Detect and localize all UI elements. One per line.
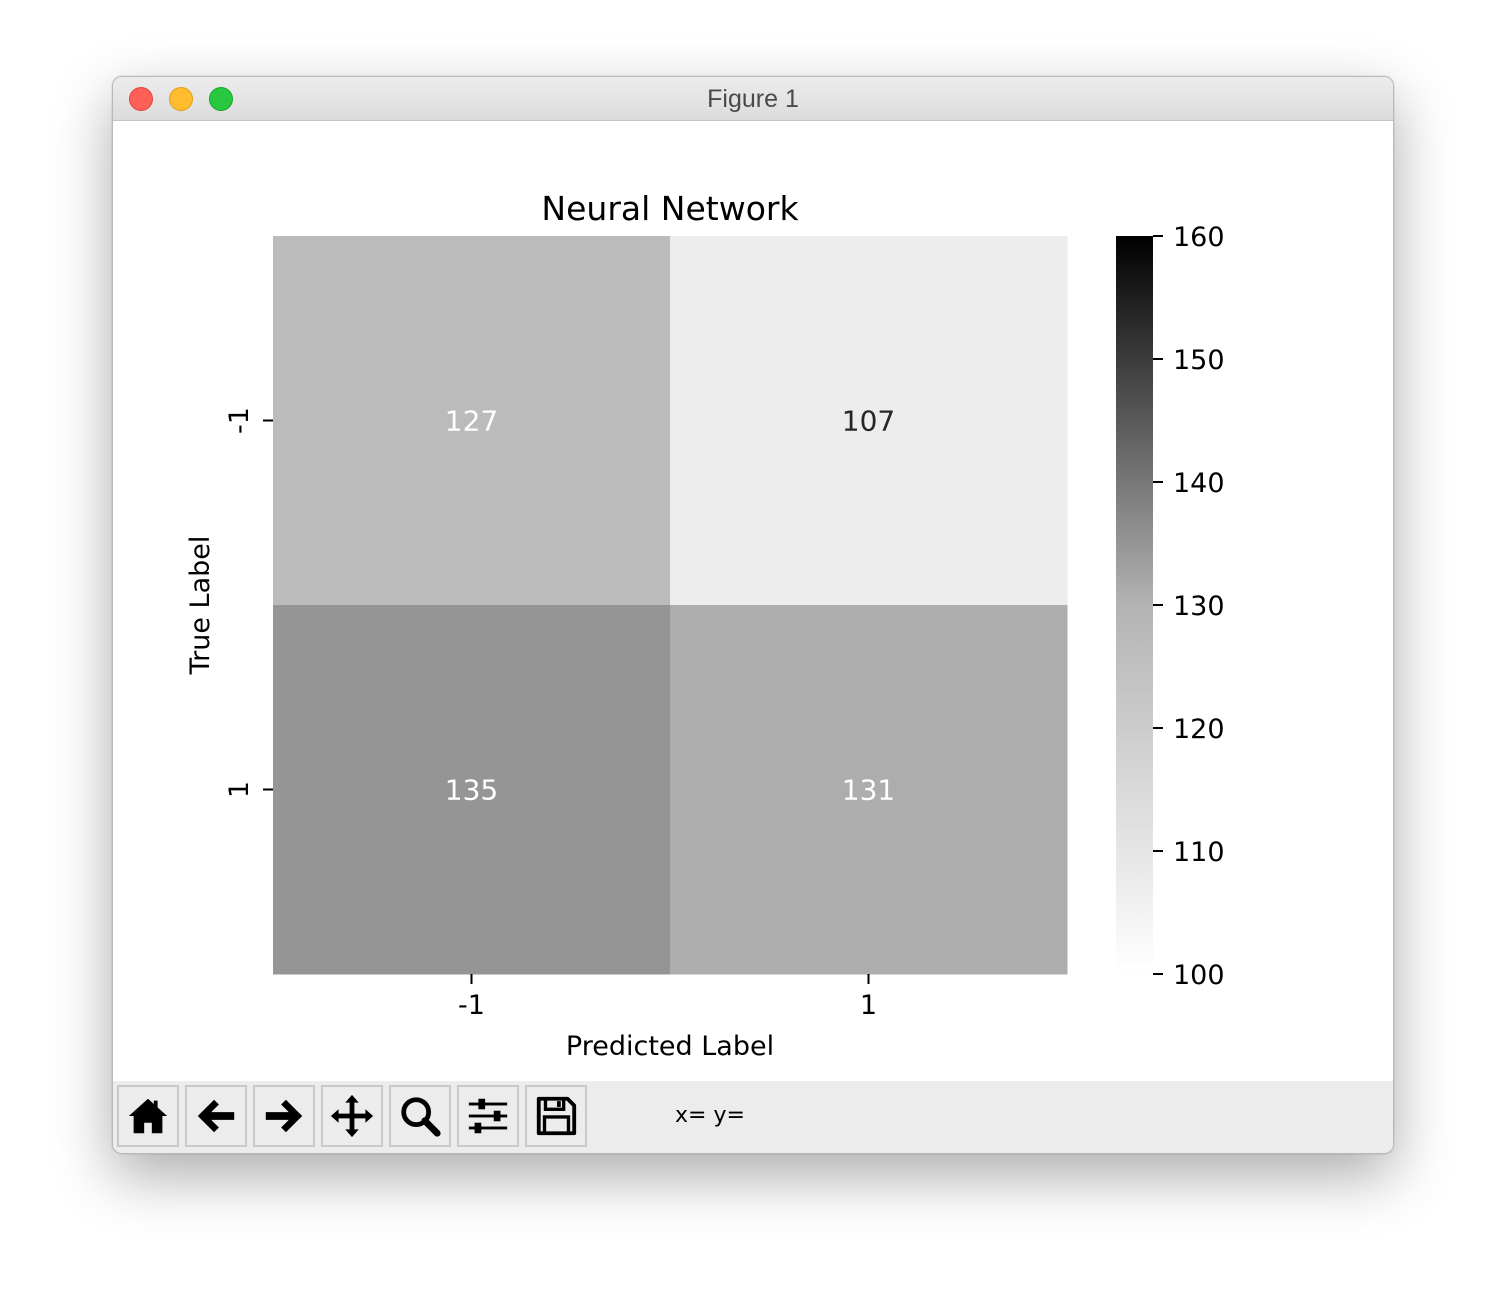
colorbar-tick-label: 140 xyxy=(1173,468,1225,499)
y-tick-label: -1 xyxy=(224,407,255,434)
heatmap-cell xyxy=(670,236,1068,606)
heatmap-cell xyxy=(670,605,1068,975)
x-tick-label: -1 xyxy=(458,990,485,1021)
colorbar xyxy=(1116,236,1153,974)
heatmap-cell xyxy=(273,605,671,975)
x-tick-label: 1 xyxy=(860,990,877,1021)
window-title: Figure 1 xyxy=(707,85,799,113)
cursor-coordinates: x= y= xyxy=(675,1103,745,1128)
close-window-button[interactable] xyxy=(129,87,153,111)
cell-value-label: 107 xyxy=(842,405,895,438)
colorbar-tick-label: 110 xyxy=(1173,837,1225,868)
title-bar: Figure 1 xyxy=(113,77,1393,121)
y-tick-label: 1 xyxy=(224,781,255,798)
back-arrow-icon xyxy=(197,1099,235,1133)
heatmap-chart: 127 107 135 131 Neural Network -1 1 Predicted … xyxy=(185,189,1225,1062)
colorbar-tick-label: 130 xyxy=(1173,591,1225,622)
cell-value-label: 131 xyxy=(842,774,895,807)
colorbar-tick-label: 100 xyxy=(1173,960,1225,991)
cell-value-label: 135 xyxy=(445,774,498,807)
zoom-button[interactable] xyxy=(389,1085,451,1147)
chart-title: Neural Network xyxy=(541,189,799,228)
minimize-window-button[interactable] xyxy=(169,87,193,111)
colorbar-tick-label: 160 xyxy=(1173,222,1225,253)
back-button[interactable] xyxy=(185,1085,247,1147)
navigation-toolbar: x= y= xyxy=(113,1081,1393,1153)
figure-canvas[interactable]: 127 107 135 131 Neural Network -1 1 Predicted … xyxy=(113,121,1393,1081)
cell-value-label: 127 xyxy=(445,405,498,438)
subplots-config-icon xyxy=(468,1098,508,1134)
y-axis-label: True Label xyxy=(185,536,216,676)
pan-icon xyxy=(330,1094,374,1138)
save-button[interactable] xyxy=(525,1085,587,1147)
forward-arrow-icon xyxy=(265,1099,303,1133)
save-icon xyxy=(536,1096,577,1136)
forward-button[interactable] xyxy=(253,1085,315,1147)
home-button[interactable] xyxy=(117,1085,179,1147)
configure-subplots-button[interactable] xyxy=(457,1085,519,1147)
pan-button[interactable] xyxy=(321,1085,383,1147)
home-icon xyxy=(128,1098,168,1134)
figure-window: Figure 1 127 107 135 131 Neural Network -1 1 P… xyxy=(112,76,1394,1154)
maximize-window-button[interactable] xyxy=(209,87,233,111)
colorbar-tick-label: 120 xyxy=(1173,714,1225,745)
x-axis-label: Predicted Label xyxy=(566,1031,774,1062)
colorbar-tick-label: 150 xyxy=(1173,345,1225,376)
zoom-icon xyxy=(401,1097,441,1137)
heatmap-cell xyxy=(273,236,671,606)
